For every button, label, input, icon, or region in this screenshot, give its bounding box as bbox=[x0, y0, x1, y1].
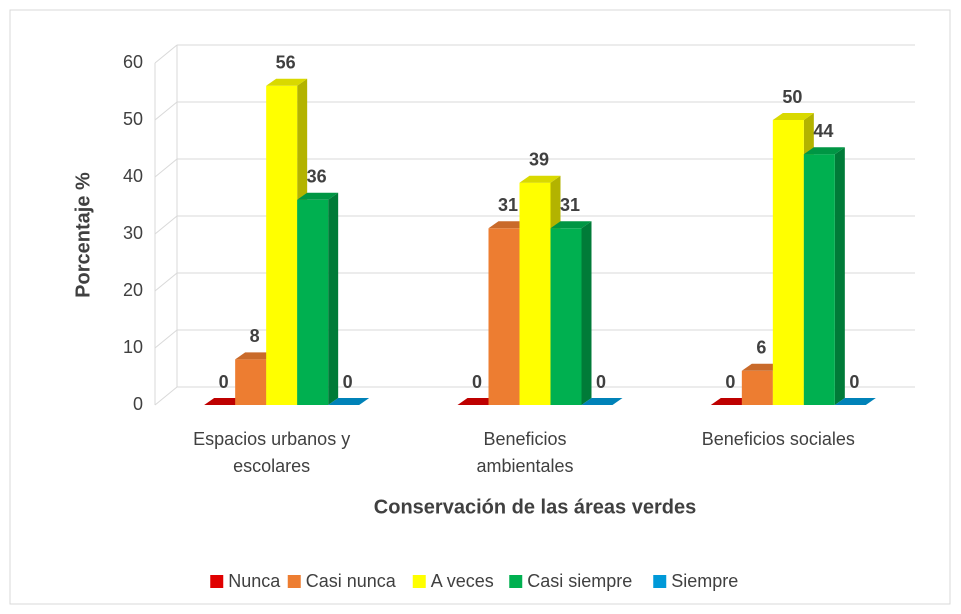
bar bbox=[457, 398, 499, 405]
bar-side bbox=[834, 147, 845, 405]
bar-top bbox=[328, 398, 370, 405]
legend-swatch bbox=[509, 575, 523, 588]
grid-line bbox=[154, 101, 178, 121]
data-label: 6 bbox=[756, 338, 766, 358]
legend-label: Casi siempre bbox=[527, 571, 632, 591]
bar bbox=[803, 147, 845, 405]
y-tick-label: 50 bbox=[123, 109, 143, 129]
bar bbox=[710, 398, 752, 405]
bar-top bbox=[741, 363, 783, 371]
bar-front bbox=[550, 228, 582, 405]
legend-label: Casi nunca bbox=[306, 571, 397, 591]
legend-swatch bbox=[412, 575, 426, 588]
legend-swatch bbox=[287, 575, 301, 588]
bar-top bbox=[297, 192, 339, 200]
data-label: 0 bbox=[725, 372, 735, 392]
legend-swatch bbox=[210, 575, 224, 588]
data-label: 50 bbox=[782, 87, 802, 107]
data-label: 39 bbox=[529, 149, 549, 169]
y-tick-label: 60 bbox=[123, 52, 143, 72]
grid-line bbox=[154, 329, 178, 349]
data-label: 56 bbox=[276, 53, 296, 73]
bar bbox=[581, 398, 623, 405]
x-axis-title: Conservación de las áreas verdes bbox=[374, 496, 696, 518]
bar-front bbox=[235, 359, 267, 405]
bar-front bbox=[772, 120, 804, 405]
y-tick-label: 0 bbox=[133, 394, 143, 414]
data-label: 44 bbox=[813, 121, 833, 141]
x-tick-label: Beneficios sociales bbox=[702, 429, 855, 449]
legend-label: A veces bbox=[431, 571, 494, 591]
bar bbox=[297, 192, 339, 405]
y-tick-label: 10 bbox=[123, 337, 143, 357]
data-label: 31 bbox=[498, 195, 518, 215]
y-axis-title: Porcentaje % bbox=[72, 172, 94, 298]
grid-line bbox=[154, 272, 178, 292]
bar-top bbox=[235, 352, 277, 360]
y-tick-label: 20 bbox=[123, 280, 143, 300]
x-tick-label: Espacios urbanos y escolares bbox=[193, 429, 350, 476]
data-label: 0 bbox=[219, 372, 229, 392]
data-label: 0 bbox=[343, 372, 353, 392]
bar-side bbox=[581, 221, 592, 405]
bar-top bbox=[457, 398, 499, 405]
bar-side bbox=[328, 192, 339, 405]
bar-front bbox=[297, 199, 329, 405]
grid-line bbox=[154, 44, 178, 64]
legend-label: Nunca bbox=[228, 571, 281, 591]
bar-front bbox=[803, 154, 835, 405]
bar-front bbox=[519, 182, 551, 405]
bar-top bbox=[772, 113, 814, 120]
data-label: 0 bbox=[472, 372, 482, 392]
bar-top bbox=[488, 221, 530, 229]
grid-line bbox=[154, 215, 178, 235]
bar-front bbox=[488, 228, 520, 405]
legend-swatch bbox=[653, 575, 667, 588]
bar bbox=[550, 221, 592, 405]
grid-line bbox=[154, 158, 178, 178]
bar-top bbox=[834, 398, 876, 405]
y-tick-label: 40 bbox=[123, 166, 143, 186]
data-label: 36 bbox=[307, 167, 327, 187]
bar-top bbox=[266, 78, 308, 86]
y-tick-label: 30 bbox=[123, 223, 143, 243]
data-label: 31 bbox=[560, 195, 580, 215]
data-label: 0 bbox=[849, 372, 859, 392]
x-tick-label: Beneficios ambientales bbox=[476, 429, 573, 476]
bar-front bbox=[741, 370, 773, 405]
bar bbox=[328, 398, 370, 405]
legend-label: Siempre bbox=[671, 571, 738, 591]
bar-top bbox=[581, 398, 623, 405]
bar bbox=[204, 398, 246, 405]
data-label: 8 bbox=[250, 326, 260, 346]
data-label: 0 bbox=[596, 372, 606, 392]
bar-top bbox=[204, 398, 246, 405]
bar-top bbox=[803, 147, 845, 155]
bar-top bbox=[519, 175, 561, 183]
bar-front bbox=[266, 85, 298, 406]
bar-top bbox=[550, 221, 592, 229]
grid-line bbox=[154, 386, 178, 406]
bar bbox=[834, 398, 876, 405]
bar-top bbox=[710, 398, 752, 405]
